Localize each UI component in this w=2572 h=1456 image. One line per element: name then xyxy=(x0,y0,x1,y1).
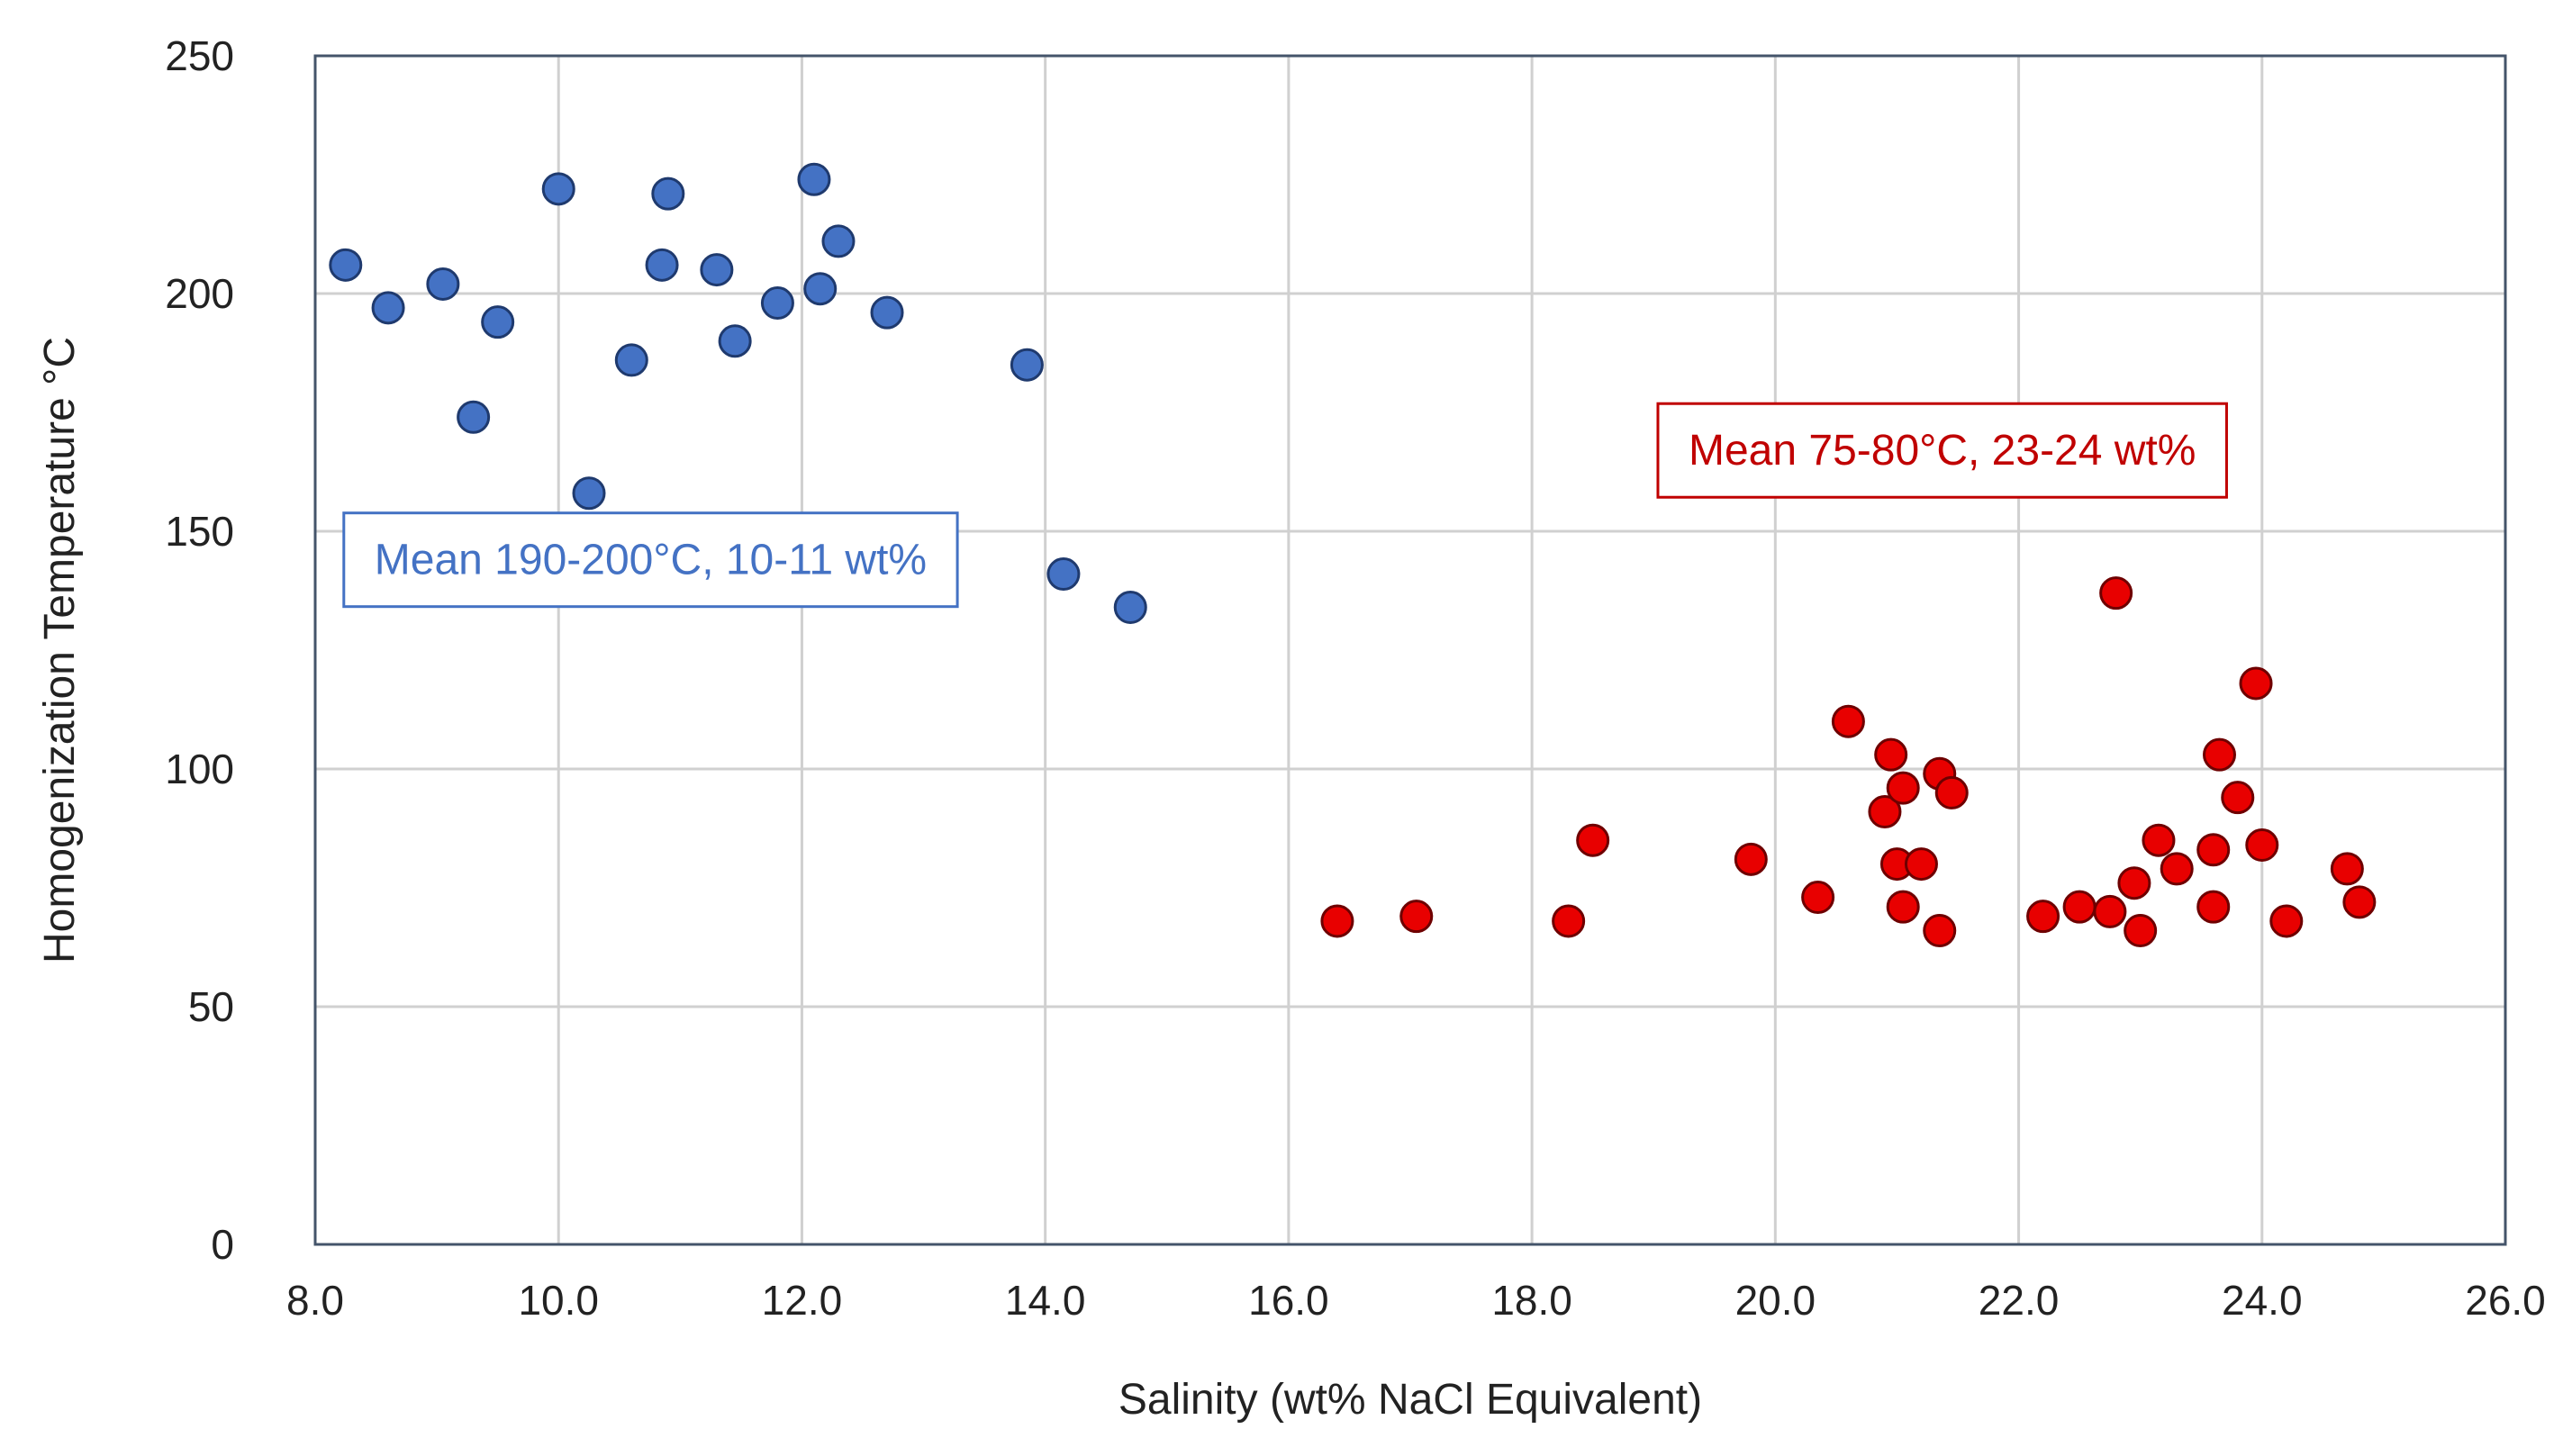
scatter-point xyxy=(1010,348,1044,382)
scatter-point xyxy=(2124,914,2158,948)
scatter-point xyxy=(2202,737,2236,772)
scatter-point xyxy=(1886,890,1920,924)
y-tick-label: 50 xyxy=(188,983,234,1030)
scatter-point xyxy=(718,324,752,358)
x-tick-label: 18.0 xyxy=(1491,1277,1572,1324)
scatter-point xyxy=(2062,890,2097,924)
scatter-point xyxy=(1576,823,1610,857)
scatter-point xyxy=(1923,914,1957,948)
scatter-point xyxy=(457,400,491,434)
annotation-frame xyxy=(342,511,959,609)
scatter-point xyxy=(572,476,606,511)
scatter-point xyxy=(2245,827,2279,862)
scatter-point xyxy=(2239,666,2273,701)
annotation-text: Mean 190-200°C, 10-11 wt% xyxy=(375,537,927,584)
x-axis-ticks: 8.0 10.0 12.0 14.0 16.0 18.0 20.0 22.0 24.0 26.0 xyxy=(286,1277,2546,1324)
annotation-text: Mean 75-80°C, 23-24 wt% xyxy=(1689,427,2196,475)
y-tick-label: 200 xyxy=(165,270,234,317)
scatter-point xyxy=(371,291,405,325)
scatter-point xyxy=(1904,847,1938,882)
x-tick-label: 24.0 xyxy=(2222,1277,2303,1324)
scatter-point xyxy=(2093,894,2127,928)
scatter-point xyxy=(1874,737,1908,772)
annotation-frame xyxy=(1656,402,2228,499)
scatter-point xyxy=(870,295,904,330)
y-tick-label: 150 xyxy=(165,508,234,555)
scatter-point xyxy=(1801,881,1835,915)
scatter-point xyxy=(1734,842,1768,876)
annotations: Mean 190-200°C, 10-11 wt% Mean 75-80°C, 2… xyxy=(342,402,2228,609)
scatter-point xyxy=(1831,704,1865,738)
scatter-point xyxy=(1046,557,1081,592)
scatter-point xyxy=(1113,590,1147,624)
scatter-point xyxy=(2117,866,2151,900)
scatter-point xyxy=(614,343,648,377)
y-tick-label: 250 xyxy=(165,32,234,79)
scatter-point xyxy=(481,305,515,339)
scatter-point xyxy=(760,286,794,321)
scatter-point xyxy=(2160,852,2194,886)
scatter-point xyxy=(651,176,685,211)
x-axis-title: Salinity (wt% NaCl Equivalent) xyxy=(1118,1376,1702,1424)
y-tick-label: 0 xyxy=(211,1221,234,1268)
scatter-point xyxy=(1868,795,1902,829)
plot-frame xyxy=(313,54,2507,1246)
x-tick-label: 22.0 xyxy=(1979,1277,2060,1324)
scatter-point xyxy=(1886,771,1920,805)
scatter-point xyxy=(2196,833,2231,867)
scatter-point xyxy=(645,248,679,282)
x-tick-label: 16.0 xyxy=(1248,1277,1329,1324)
scatter-point xyxy=(329,248,363,282)
x-tick-label: 8.0 xyxy=(286,1277,344,1324)
plot-area xyxy=(315,56,2505,1244)
annotation-box: Mean 75-80°C, 23-24 wt% xyxy=(1656,402,2228,499)
data-points xyxy=(329,162,2377,948)
scatter-point xyxy=(2330,852,2364,886)
scatter-point xyxy=(1552,904,1586,938)
scatter-point xyxy=(2269,904,2304,938)
x-tick-label: 12.0 xyxy=(762,1277,843,1324)
x-tick-label: 14.0 xyxy=(1005,1277,1086,1324)
x-tick-label: 26.0 xyxy=(2465,1277,2546,1324)
scatter-point xyxy=(797,162,831,196)
scatter-point xyxy=(821,224,856,258)
y-tick-label: 100 xyxy=(165,746,234,792)
x-tick-label: 20.0 xyxy=(1735,1277,1816,1324)
y-axis-ticks: 0 50 100 150 200 250 xyxy=(165,32,234,1268)
y-axis-title: Homogenization Temperature °C xyxy=(36,337,84,963)
scatter-point xyxy=(2342,885,2377,919)
scatter-point xyxy=(700,253,734,287)
scatter-point xyxy=(541,172,575,206)
scatter-point xyxy=(2142,823,2176,857)
scatter-point xyxy=(2196,890,2231,924)
scatter-point xyxy=(1320,904,1354,938)
scatter-point xyxy=(2026,900,2060,934)
scatter-point xyxy=(1934,775,1969,809)
annotation-box: Mean 190-200°C, 10-11 wt% xyxy=(342,511,959,609)
scatter-point xyxy=(426,267,460,301)
scatter-point xyxy=(803,272,838,306)
x-tick-label: 10.0 xyxy=(518,1277,599,1324)
scatter-point xyxy=(1399,900,1434,934)
scatter-point xyxy=(2099,576,2133,610)
scatter-point xyxy=(2221,781,2255,815)
